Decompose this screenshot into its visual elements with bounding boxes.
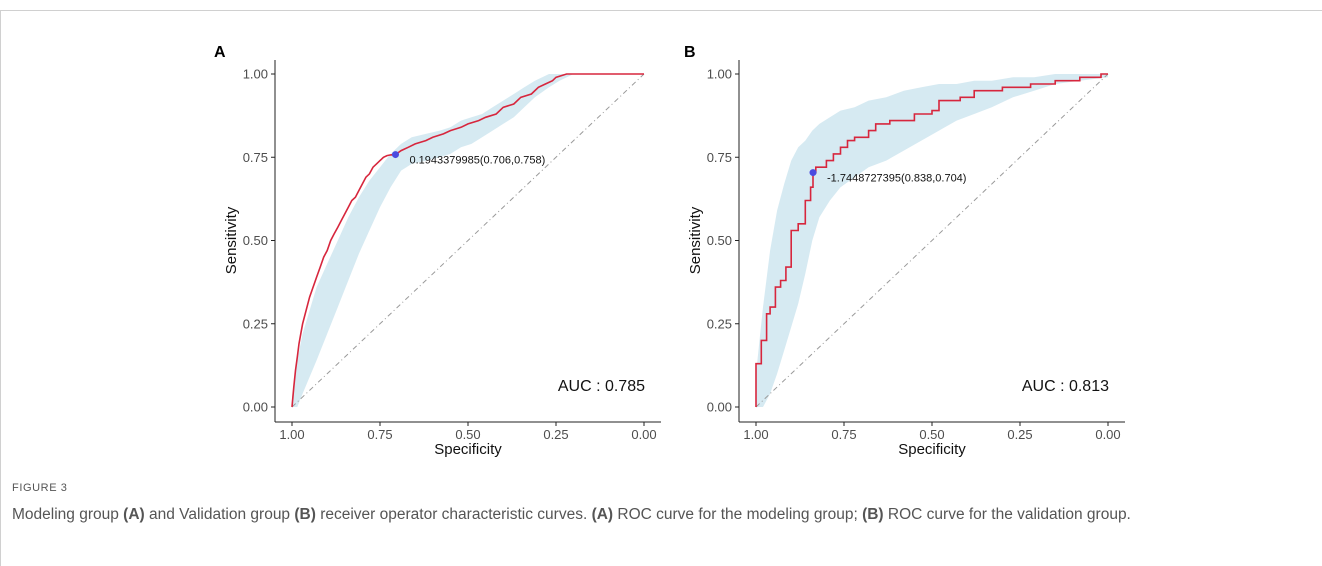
panel-letter: A: [214, 44, 226, 61]
x-tick-label: 0.00: [631, 427, 656, 442]
y-tick-label: 0.25: [707, 316, 732, 331]
x-axis-title: Specificity: [434, 441, 502, 458]
x-tick-label: 0.00: [1095, 427, 1120, 442]
figure-label: FIGURE 3: [12, 482, 68, 494]
caption-text: Modeling group (A) and Validation group …: [12, 504, 1302, 526]
auc-label: AUC : 0.785: [558, 378, 645, 395]
x-tick-label: 0.75: [831, 427, 856, 442]
x-tick-label: 0.50: [455, 427, 480, 442]
y-tick-label: 0.00: [707, 400, 732, 415]
auc-label: AUC : 0.813: [1022, 378, 1109, 395]
x-axis-title: Specificity: [898, 441, 966, 458]
x-tick-label: 0.50: [919, 427, 944, 442]
threshold-label: -1.7448727395(0.838,0.704): [827, 173, 966, 185]
roc-curve: [755, 73, 1108, 407]
roc-panel-b: -1.7448727395(0.838,0.704) 0.00 0.25 0.50 0.…: [684, 44, 1125, 458]
y-tick-label: 0.25: [243, 316, 268, 331]
caption-fragment: ROC curve for the validation group.: [883, 506, 1131, 523]
threshold-label: 0.1943379985(0.706,0.758): [409, 155, 545, 167]
caption-fragment: and Validation group: [144, 506, 295, 523]
roc-charts: 0.1943379985(0.706,0.758) 0.00 0.25 0.50 0.7…: [214, 44, 1125, 458]
figure-caption: FIGURE 3 Modeling group (A) and Validati…: [12, 482, 1302, 526]
caption-fragment: receiver operator characteristic curves.: [315, 506, 592, 523]
y-tick-label: 0.50: [707, 233, 732, 248]
confidence-band: [292, 74, 644, 407]
x-tick-label: 0.25: [543, 427, 568, 442]
y-tick-label: 0.75: [707, 150, 732, 165]
caption-fragment: Modeling group: [12, 506, 124, 523]
threshold-point: [809, 169, 817, 177]
roc-curve: [291, 73, 644, 408]
caption-fragment: ROC curve for the modeling group;: [613, 506, 863, 523]
y-tick-label: 0.50: [243, 233, 268, 248]
x-tick-label: 1.00: [743, 427, 768, 442]
caption-panel-ref: (B): [294, 506, 316, 523]
panel-letter: B: [684, 44, 696, 61]
top-divider: [0, 10, 1322, 11]
x-tick-label: 0.75: [367, 427, 392, 442]
x-tick-label: 0.25: [1007, 427, 1032, 442]
y-axis-title: Sensitivity: [223, 206, 240, 274]
left-divider: [0, 10, 1, 566]
y-tick-label: 0.00: [243, 400, 268, 415]
caption-panel-ref: (A): [591, 506, 614, 523]
reference-diagonal: [755, 73, 1109, 408]
reference-diagonal: [291, 73, 645, 408]
y-axis-title: Sensitivity: [687, 206, 704, 274]
y-tick-label: 1.00: [243, 67, 268, 82]
caption-panel-ref: (B): [862, 506, 884, 523]
confidence-band: [756, 74, 1108, 407]
x-tick-label: 1.00: [279, 427, 304, 442]
y-tick-label: 1.00: [707, 67, 732, 82]
y-tick-label: 0.75: [243, 150, 268, 165]
threshold-point: [391, 151, 399, 159]
caption-panel-ref: (A): [123, 506, 145, 523]
roc-panel-a: 0.1943379985(0.706,0.758) 0.00 0.25 0.50 0.7…: [214, 44, 661, 458]
